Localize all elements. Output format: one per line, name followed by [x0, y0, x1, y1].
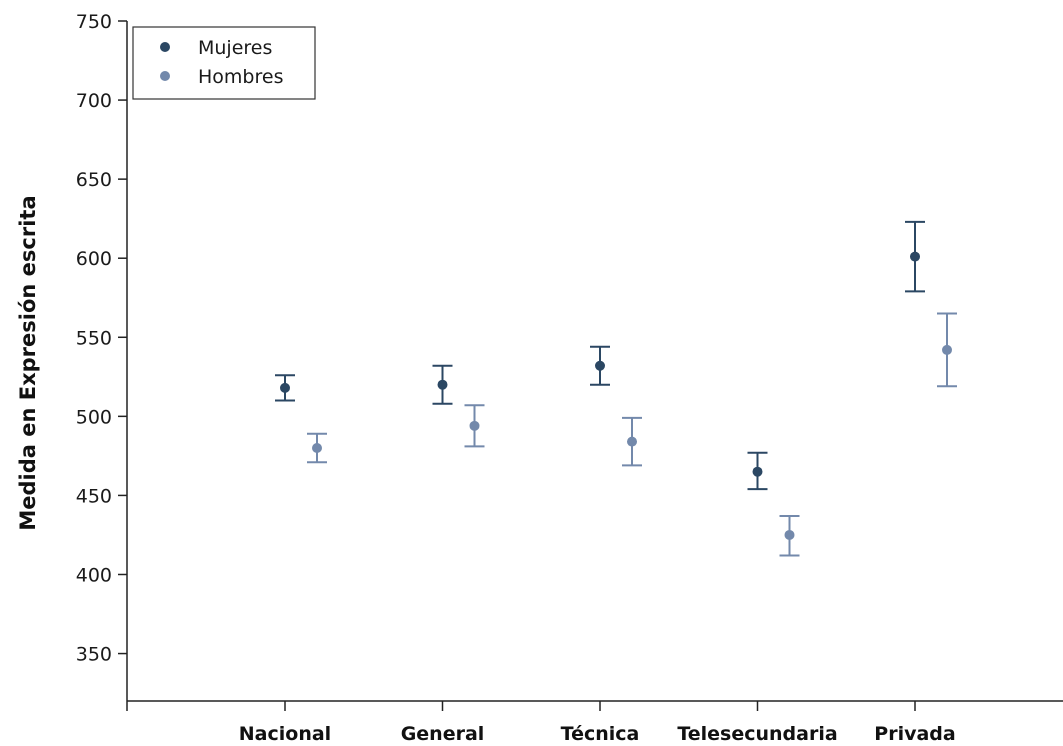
legend-label: Mujeres	[198, 37, 272, 59]
y-tick-label: 550	[76, 327, 112, 349]
legend-label: Hombres	[198, 66, 283, 88]
x-tick-label: Telesecundaria	[677, 723, 837, 745]
legend-box	[132, 26, 316, 100]
x-tick-label: Técnica	[561, 723, 640, 745]
y-tick-label: 750	[76, 11, 112, 33]
data-point	[910, 251, 920, 262]
y-tick-label: 350	[76, 644, 112, 666]
y-tick-label: 600	[76, 248, 112, 270]
data-point	[784, 529, 795, 540]
data-point	[437, 379, 448, 390]
y-tick-label: 650	[76, 169, 112, 191]
y-tick-label: 700	[76, 90, 112, 112]
series-hombres	[307, 312, 957, 557]
x-tick-label: General	[401, 723, 485, 745]
x-tick-label: Nacional	[239, 723, 331, 745]
y-tick-label: 450	[76, 485, 112, 507]
data-point	[595, 360, 605, 371]
legend-marker	[160, 71, 170, 81]
data-point	[469, 420, 480, 431]
x-tick-label: Privada	[874, 723, 955, 745]
legend: Mujeres Hombres	[132, 26, 316, 100]
y-tick-label: 400	[76, 564, 112, 586]
y-axis: 350 400 450 500 550 600 650 700 750	[76, 11, 128, 701]
data-marks	[275, 220, 957, 557]
series-mujeres	[275, 220, 925, 491]
y-tick-label: 500	[76, 406, 112, 428]
data-point	[627, 436, 637, 447]
data-point	[312, 442, 322, 453]
data-point	[280, 382, 290, 393]
x-axis: Nacional General Técnica Telesecundaria Priv…	[126, 700, 1063, 745]
y-axis-title: Medida en Expresión escrita	[16, 195, 40, 530]
legend-marker	[160, 42, 170, 52]
data-point	[942, 344, 952, 355]
data-point	[752, 466, 763, 477]
